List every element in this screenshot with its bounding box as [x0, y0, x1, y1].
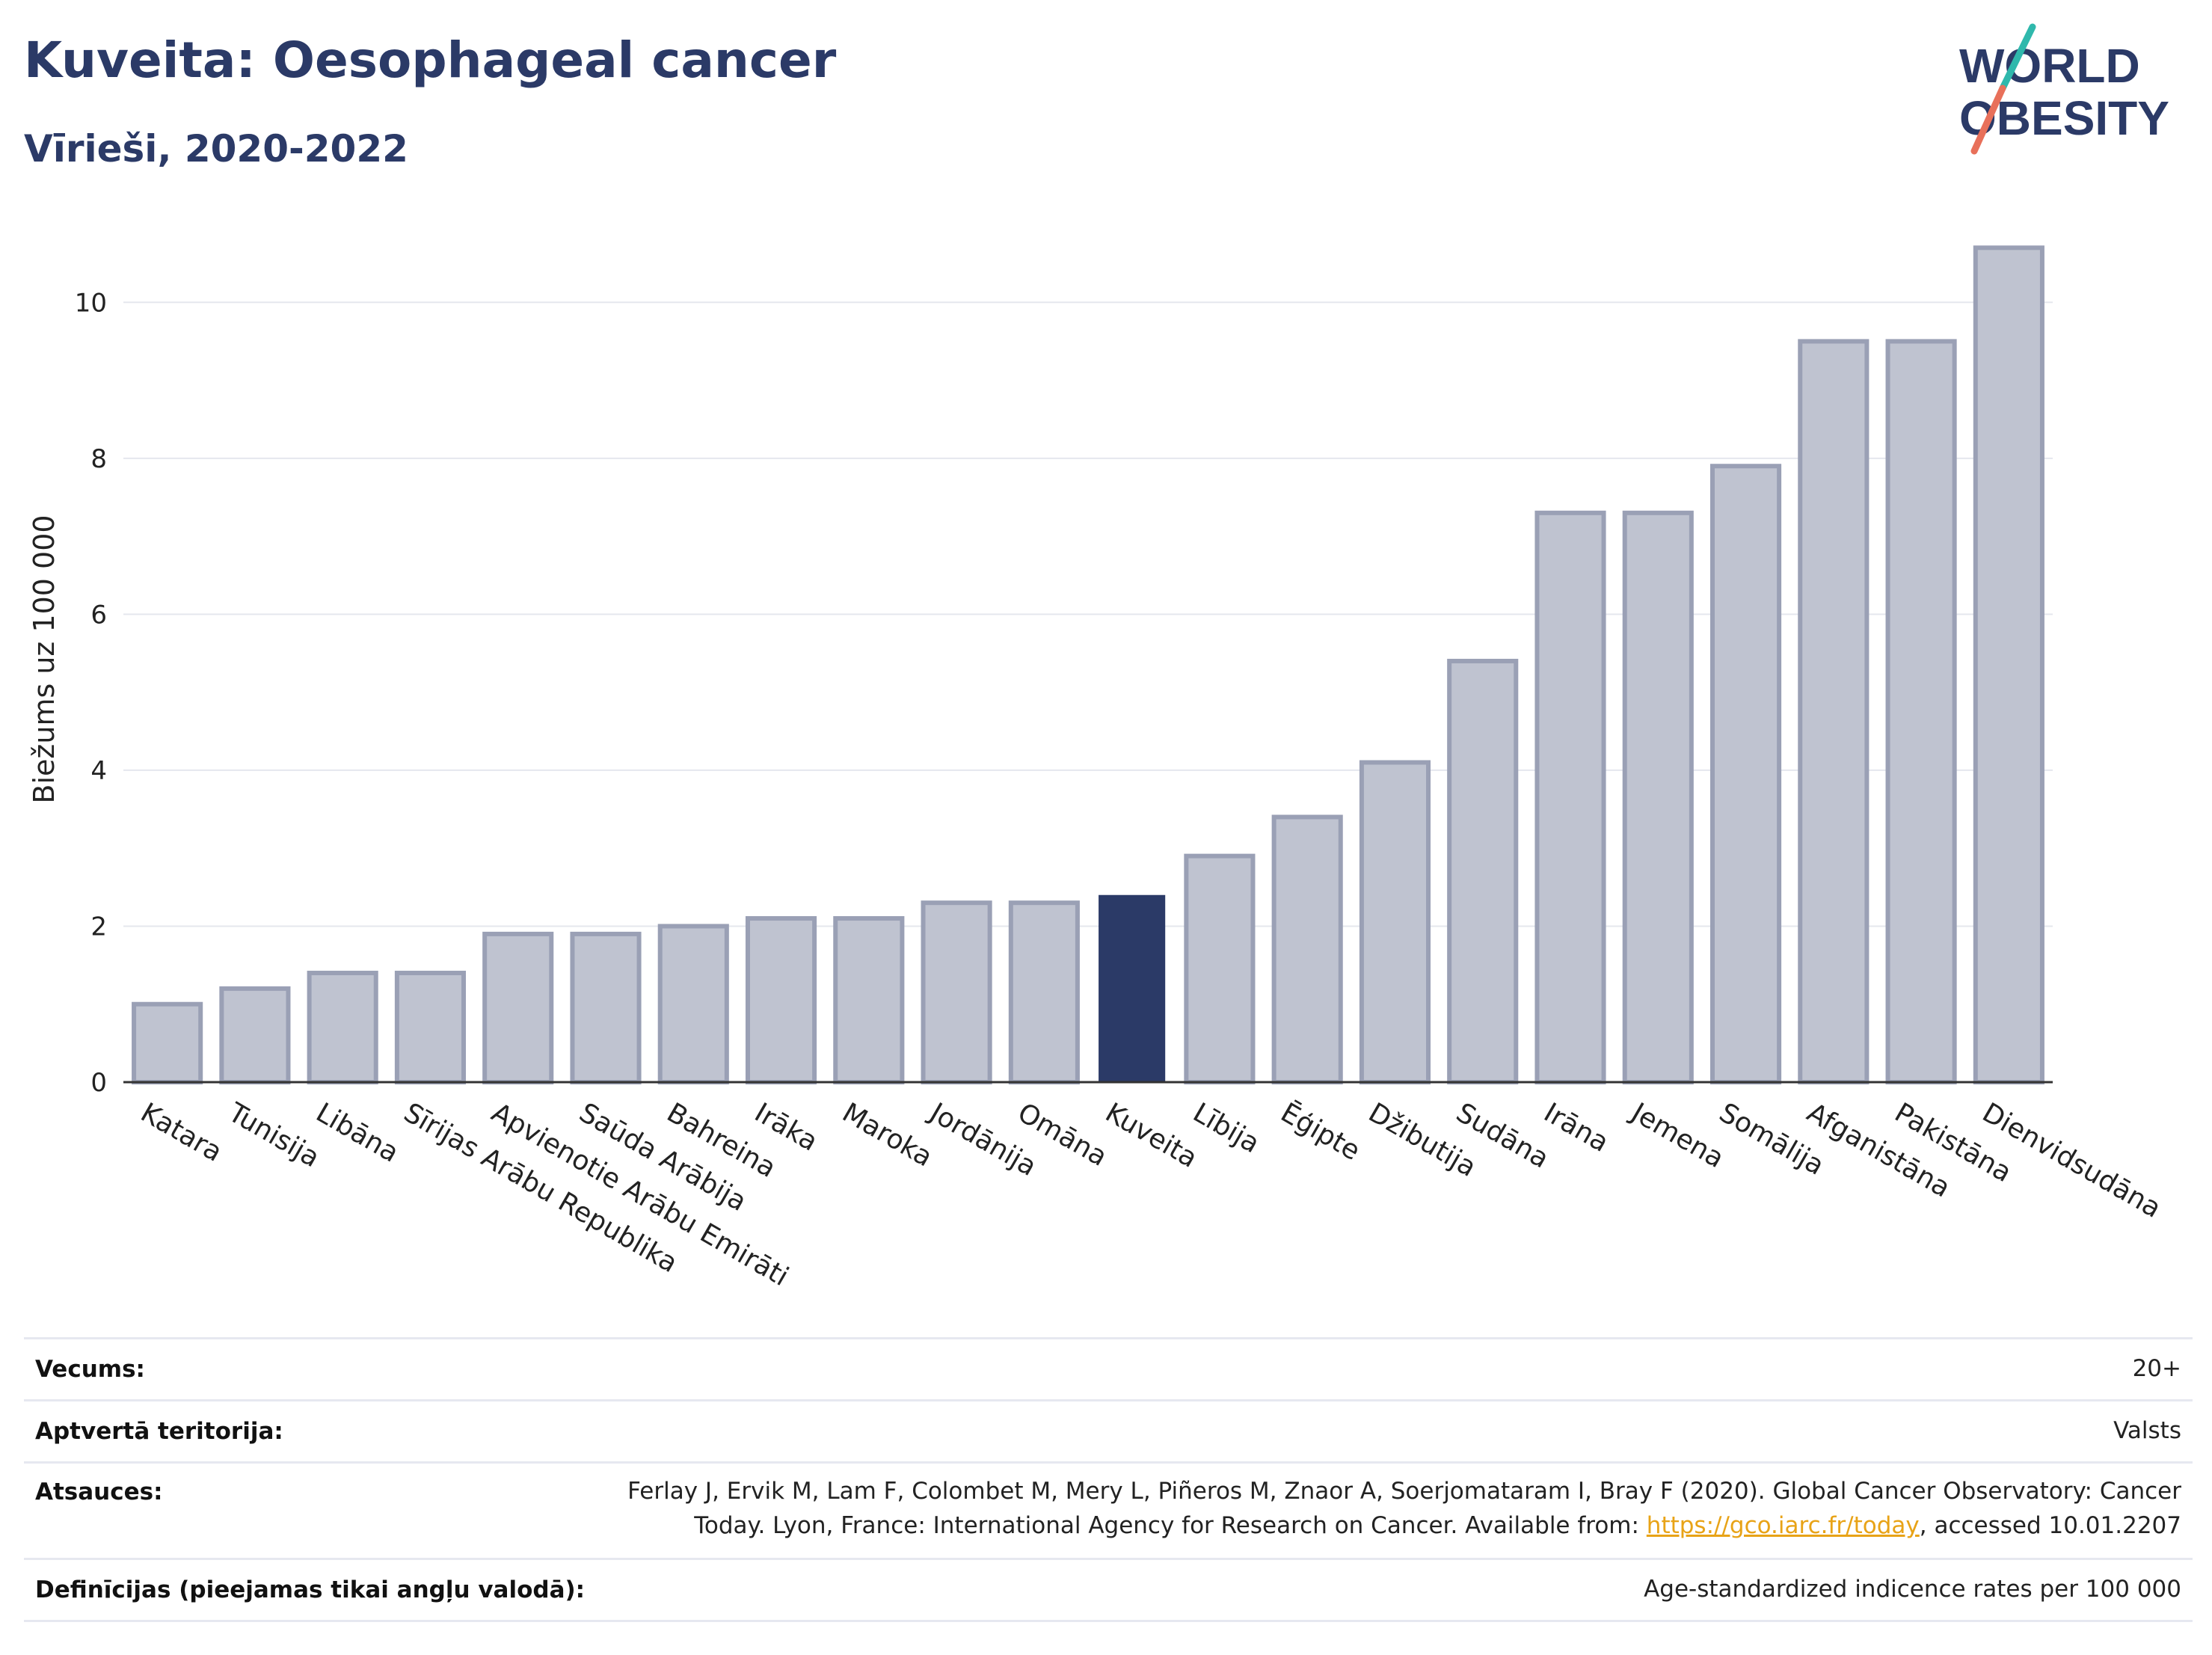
age-value: 20+ [2132, 1355, 2181, 1382]
references-accessed: , accessed 10.01.2207 [1919, 1512, 2181, 1539]
coverage-label: Aptvertā teritorija: [35, 1418, 283, 1445]
bar [1973, 245, 2044, 1084]
references-line-2: Today. Lyon, France: International Agenc… [627, 1508, 2181, 1543]
definitions-value: Age-standardized indicence rates per 100… [1644, 1576, 2181, 1603]
bar [657, 924, 729, 1085]
x-tick-label: Kuveita [1100, 1097, 1202, 1174]
bar-chart: 0 2 4 6 8 10 Biežums uz 100 000 KataraTunisijaL… [28, 245, 2166, 1292]
y-tick-label: 10 [75, 288, 107, 318]
y-tick-label: 6 [90, 600, 107, 630]
y-tick-label: 0 [90, 1068, 107, 1098]
bar [1622, 510, 1694, 1084]
chart-subtitle: Vīrieši, 2020-2022 [24, 127, 408, 171]
bar-highlight [1099, 894, 1166, 1082]
coverage-value: Valsts [2113, 1417, 2181, 1444]
bar [1008, 900, 1080, 1084]
age-label: Vecums: [35, 1356, 145, 1383]
x-tick-label: Libāna [311, 1097, 404, 1168]
bar [1271, 814, 1343, 1085]
meta-row-definitions: Definīcijas (pieejamas tikai angļu valod… [24, 1560, 2193, 1622]
logo-slash-red [1970, 85, 2006, 155]
logo-slash-teal [1999, 23, 2036, 92]
y-tick-label: 2 [90, 912, 107, 942]
x-tick-label: Maroka [837, 1097, 937, 1173]
bar [132, 1001, 203, 1085]
bar [307, 971, 378, 1084]
bar [1359, 760, 1431, 1084]
bar [1534, 510, 1606, 1084]
references-value: Ferlay J, Ervik M, Lam F, Colombet M, Me… [627, 1474, 2181, 1543]
y-tick-label: 4 [90, 756, 107, 786]
references-text: Today. Lyon, France: International Agenc… [694, 1512, 1647, 1539]
bar [1798, 339, 1870, 1084]
chart-title: Kuveita: Oesophageal cancer [24, 31, 837, 89]
bar [1709, 464, 1782, 1084]
world-obesity-logo: WORLD OBESITY [1959, 23, 2169, 155]
x-tick-label: Katara [135, 1097, 227, 1168]
meta-row-age: Vecums: 20+ [24, 1339, 2193, 1401]
bar [482, 931, 554, 1085]
y-tick-label: 8 [90, 444, 107, 474]
bar [1885, 339, 1957, 1084]
x-tick-label: Ēģipte [1276, 1097, 1365, 1167]
bar [921, 900, 992, 1084]
references-label: Atsauces: [35, 1479, 163, 1505]
references-line-1: Ferlay J, Ervik M, Lam F, Colombet M, Me… [627, 1478, 2181, 1505]
x-tick-label: Jemena [1625, 1096, 1729, 1174]
bar [1184, 853, 1256, 1085]
definitions-label: Definīcijas (pieejamas tikai angļu valod… [35, 1576, 586, 1603]
metadata-table: Vecums: 20+ Aptvertā teritorija: Valsts … [24, 1337, 2193, 1622]
meta-row-references: Atsauces: Ferlay J, Ervik M, Lam F, Colo… [24, 1464, 2193, 1560]
references-link[interactable]: https://gco.iarc.fr/today [1646, 1512, 1920, 1539]
x-tick-label: Tunisija [223, 1097, 325, 1173]
bar [745, 916, 817, 1084]
meta-row-coverage: Aptvertā teritorija: Valsts [24, 1401, 2193, 1464]
y-axis-label: Biežums uz 100 000 [28, 515, 61, 803]
bar [833, 916, 905, 1084]
logo-text-world: WORLD [1959, 39, 2140, 93]
bar [1447, 658, 1519, 1084]
bar [394, 971, 467, 1084]
bar [219, 986, 291, 1084]
bar [570, 931, 642, 1085]
